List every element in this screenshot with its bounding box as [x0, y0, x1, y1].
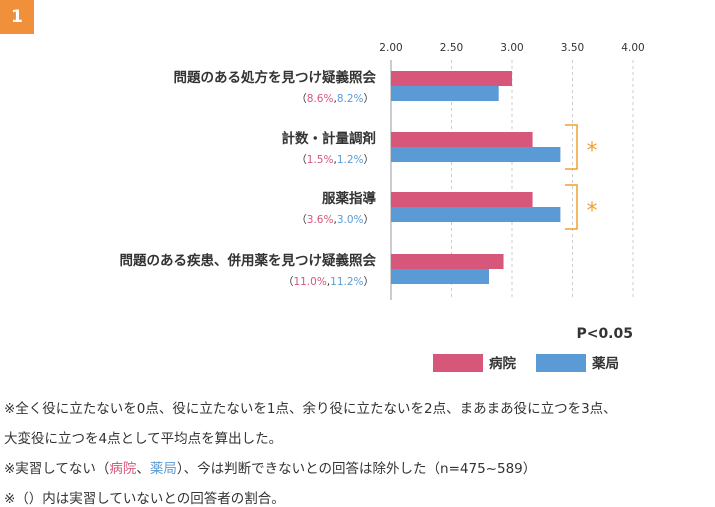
percent-part: 1.2%: [337, 154, 364, 166]
bar-hospital: [391, 192, 533, 207]
percent-part: 3.6%: [307, 214, 334, 226]
significance-asterisk: *: [587, 139, 598, 164]
percent-part: 11.2%: [330, 276, 363, 288]
category-label: 服薬指導: [322, 190, 376, 207]
percent-part: ,: [333, 93, 336, 105]
note-parentheses: ※（）内は実習していないとの回答者の割合。: [4, 491, 285, 507]
percent-part: （: [296, 93, 307, 105]
p-value-label: P<0.05: [576, 326, 633, 342]
bar-pharmacy: [391, 269, 490, 284]
percent-part: 8.6%: [307, 93, 334, 105]
category-percent-label: （3.6%,3.0%）: [296, 214, 374, 226]
x-tick-label: 3.00: [500, 42, 523, 54]
percent-part: （: [296, 154, 307, 166]
bar-pharmacy: [391, 86, 499, 101]
category-percent-label: （8.6%,8.2%）: [296, 93, 374, 105]
note-scoring-line2: 大変役に立つを4点として平均点を算出した。: [4, 431, 283, 447]
bar-pharmacy: [391, 207, 561, 222]
percent-part: ）: [364, 276, 375, 288]
x-tick-label: 2.50: [440, 42, 463, 54]
percent-part: ）: [364, 93, 375, 105]
legend-swatch: [433, 354, 483, 372]
significance-asterisk: *: [587, 199, 598, 224]
note-scoring-line1: ※全く役に立たないを0点、役に立たないを1点、余り役に立たないを2点、まあまあ役…: [4, 401, 617, 417]
bar-hospital: [391, 132, 533, 147]
x-tick-label: 2.00: [379, 42, 402, 54]
note-exclusion-end: ）、今は判断できないとの回答は除外した（n=475~589）: [176, 461, 537, 477]
category-percent-label: （1.5%,1.2%）: [296, 154, 374, 166]
note-exclusion-separator: 、: [136, 461, 150, 477]
category-label: 問題のある処方を見つけ疑義照会: [174, 69, 377, 86]
percent-part: ,: [333, 154, 336, 166]
percent-part: 3.0%: [337, 214, 364, 226]
percent-part: （: [296, 214, 307, 226]
percent-part: ）: [364, 154, 375, 166]
legend-label: 薬局: [592, 355, 619, 372]
bar-hospital: [391, 254, 504, 269]
note-exclusion: ※実習してない（病院、薬局）、今は判断できないとの回答は除外した（n=475~5…: [4, 457, 536, 477]
significance-bracket: [565, 124, 578, 170]
legend-label: 病院: [489, 355, 517, 372]
note-exclusion-start: ※実習してない（: [4, 461, 110, 477]
bar-hospital: [391, 71, 512, 86]
category-label: 問題のある疾患、併用薬を見つけ疑義照会: [120, 252, 377, 269]
x-tick-label: 4.00: [621, 42, 644, 54]
section-number-badge: 1: [0, 0, 34, 34]
percent-part: 11.0%: [293, 276, 326, 288]
percent-part: ,: [327, 276, 330, 288]
bar-pharmacy: [391, 147, 561, 162]
bar-chart: 2.00 2.50 3.00 3.50 4.00問題のある処方を見つけ疑義照会（8.6%…: [120, 42, 645, 372]
note-hospital-word: 病院: [109, 461, 137, 477]
percent-part: ,: [333, 214, 336, 226]
category-percent-label: （11.0%,11.2%）: [283, 276, 374, 288]
note-pharmacy-word: 薬局: [149, 461, 177, 477]
x-tick-label: 3.50: [561, 42, 584, 54]
legend-swatch: [536, 354, 586, 372]
percent-part: ）: [364, 214, 375, 226]
percent-part: 8.2%: [337, 93, 364, 105]
significance-bracket: [565, 184, 578, 230]
percent-part: （: [283, 276, 294, 288]
category-label: 計数・計量調剤: [282, 130, 377, 147]
percent-part: 1.5%: [307, 154, 334, 166]
